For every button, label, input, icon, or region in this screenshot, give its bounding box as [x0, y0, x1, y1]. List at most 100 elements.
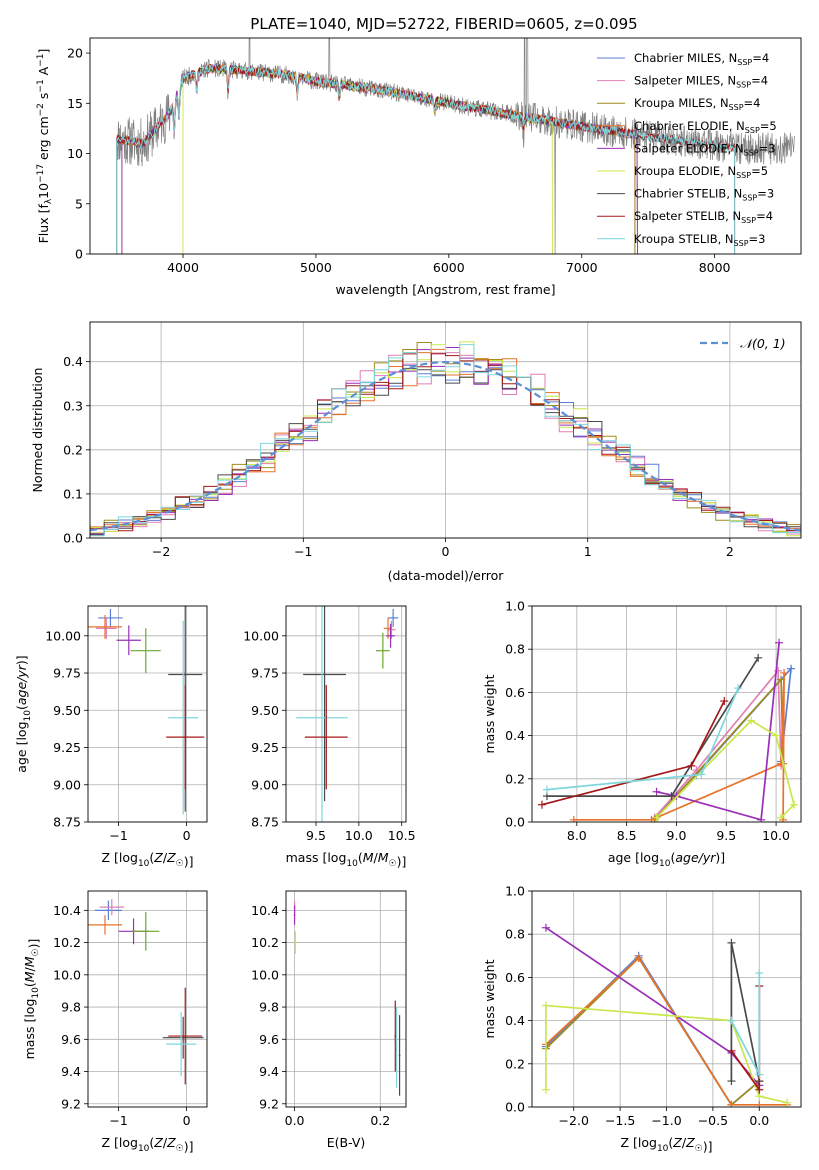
weight_vs_Z-ytick-label-0: 0.0: [505, 1100, 525, 1115]
age_vs_mass-frame: [285, 605, 407, 823]
weight_vs_Z-ytick-label-3: 0.6: [505, 970, 525, 985]
mass_vs_Z-ytick-label-2: 9.6: [61, 1032, 81, 1047]
weight_vs_Z-marker-4-4: [783, 1098, 792, 1107]
weight_vs_age-xtick-label-3: 9.5: [716, 828, 736, 843]
mass_vs_EBV-ytick-label-6: 10.4: [251, 903, 279, 918]
age_vs_Z-point-6: [168, 620, 199, 815]
weight_vs_age-marker-6-1: [667, 792, 676, 801]
weight_vs_age-marker-5-3: [790, 800, 799, 809]
weight_vs_Z-marker-7-0: [727, 1016, 736, 1025]
legend-entry-8: Kroupa STELIB, NSSP=3: [634, 232, 765, 248]
legend-entry-5: Kroupa ELODIE, NSSP=5: [634, 164, 768, 180]
residual-histogram-salpeter-stelib: [90, 352, 801, 532]
age_vs_mass-point-6: [296, 606, 348, 822]
spectrum-xtick-label-2: 6000: [433, 260, 465, 275]
age_vs_mass-point-7: [304, 684, 348, 790]
weight_vs_Z-ytick-label-1: 0.2: [505, 1056, 525, 1071]
weight_vs_age-marker-4-0: [652, 787, 661, 796]
age_vs_Z-xtick-label-0: −1: [109, 828, 127, 843]
age_vs_mass-ytick-label-5: 10.00: [243, 628, 279, 643]
weight_vs_age-marker-5-0: [652, 813, 661, 822]
weight_vs_age-plot-area: [537, 638, 799, 822]
residuals-ytick-label-3: 0.3: [63, 398, 83, 413]
weight_vs_age-ytick-label-4: 0.8: [505, 642, 525, 657]
residual-legend: 𝒩(0, 1): [700, 336, 786, 351]
weight_vs_Z-marker-6-0: [727, 1046, 736, 1055]
weight_vs_age-xlabel: age [log10(age/yr)]: [608, 850, 725, 869]
mass_vs_Z-xtick-label-1: 0: [183, 1113, 191, 1128]
spectrum-frame: [89, 37, 802, 255]
mass_vs_EBV-ytick-label-5: 10.2: [251, 935, 279, 950]
mass_vs_Z-point-7: [166, 1011, 197, 1077]
mass_vs_Z-point-0: [94, 900, 122, 921]
mass_vs_Z-frame: [87, 890, 208, 1108]
weight_vs_age-frame: [531, 605, 802, 823]
spectrum-model-kroupa-stelib: [116, 63, 736, 254]
spectrum-plot-area: [116, 38, 795, 254]
age_vs_mass-point-4: [376, 632, 390, 669]
age_vs_Z-point-2: [88, 614, 122, 639]
mass_vs_Z-point-5: [162, 1016, 204, 1059]
weight_vs_Z-ytick-label-5: 1.0: [505, 884, 525, 899]
residuals-frame: [89, 321, 802, 539]
weight_vs_age-marker-5-4: [777, 813, 786, 822]
weight_vs_age-xtick-label-1: 8.5: [617, 828, 637, 843]
age_vs_mass-plot-area: [296, 606, 399, 822]
mass_vs_Z-plot-area: [88, 899, 204, 1085]
mass_vs_EBV-point-3: [394, 1000, 397, 1072]
gaussian-curve: [90, 360, 801, 532]
weight_vs_Z-marker-7-2: [755, 969, 764, 978]
mass_vs_Z-ylabel: mass [log10(M/M☉)]: [22, 939, 41, 1060]
weight_vs_Z-xtick-label-4: 0.0: [749, 1113, 769, 1128]
residuals-xtick-label-4: 2: [726, 544, 734, 559]
weight_vs_Z-xtick-label-0: −2.0: [559, 1113, 589, 1128]
weight_vs_age-marker-3-3: [780, 668, 789, 677]
age_vs_mass-ytick-label-1: 9.00: [251, 777, 279, 792]
mass_vs_Z-point-1: [99, 899, 125, 916]
mass_vs_Z-point-6: [168, 987, 203, 1085]
age_vs_Z-ytick-label-5: 10.00: [45, 628, 81, 643]
spectrum-ytick-label-2: 10: [67, 146, 83, 161]
spectrum-ytick-label-0: 0: [75, 247, 83, 262]
age_vs_Z-ytick-label-4: 9.75: [53, 666, 81, 681]
mass_vs_Z-panel: −1 0 9.2 9.4 9.6 9.8 10.0 10.2 10.4 Z [log10(Z/Z☉…: [22, 890, 208, 1154]
age_vs_Z-panel: −1 0 8.75 9.00 9.25 9.50 9.75 10.00 Z [log10(Z/Z…: [14, 605, 208, 869]
legend-entry-1: Salpeter MILES, NSSP=4: [634, 74, 768, 90]
residuals-ytick-label-0: 0.0: [63, 531, 83, 546]
weight_vs_age-marker-5-1: [747, 716, 756, 725]
age_vs_mass-xlabel: mass [log10(M/M☉)]: [286, 850, 407, 869]
mass_vs_EBV-xlabel: E(B-V): [327, 1135, 366, 1150]
mass_vs_EBV-point-4: [398, 1015, 401, 1096]
weight_vs_age-marker-4-2: [757, 815, 766, 822]
weight_vs_Z-marker-4-0: [541, 1085, 550, 1094]
weight_vs_age-marker-7-0: [537, 800, 546, 809]
weight_vs_age-marker-4-3: [775, 638, 784, 647]
age_vs_Z-point-4: [130, 628, 161, 674]
weight_vs_Z-panel: −2.0 −1.5 −1.0 −0.5 0.0 0.0 0.2 0.4 0.6 0.8 1.0 Z […: [482, 884, 802, 1154]
weight_vs_age-marker-5-2: [772, 731, 781, 740]
weight_vs_Z-xlabel: Z [log10(Z/Z☉)]: [620, 1135, 712, 1154]
residuals-xtick-label-0: −2: [152, 544, 170, 559]
mass_vs_EBV-plot-area: [293, 900, 401, 1096]
legend-gaussian-label: 𝒩(0, 1): [740, 336, 786, 351]
weight_vs_age-ytick-label-1: 0.2: [505, 771, 525, 786]
age_vs_Z-ylabel: age [log10(age/yr)]: [14, 655, 33, 772]
weight_vs_Z-xtick-label-3: −0.5: [698, 1113, 728, 1128]
mass_vs_Z-point-4: [132, 911, 160, 951]
spectrum-xlabel: wavelength [Angstrom, rest frame]: [335, 282, 555, 297]
weight_vs_age-ytick-label-5: 1.0: [505, 599, 525, 614]
weight_vs_Z-frame: [531, 890, 802, 1108]
legend-entry-7: Salpeter STELIB, NSSP=4: [634, 209, 773, 225]
weight_vs_age-series-1: [653, 668, 782, 819]
weight_vs_Z-marker-2-1: [634, 953, 643, 962]
weight_vs_age-marker-6-2: [754, 653, 763, 662]
weight_vs_Z-ytick-label-2: 0.4: [505, 1013, 525, 1028]
weight_vs_age-xtick-label-4: 10.0: [762, 828, 790, 843]
weight_vs_Z-marker-2-2: [727, 1100, 736, 1107]
legend-entry-3: Chabrier ELODIE, NSSP=5: [634, 119, 777, 135]
age_vs_mass-xtick-label-1: 10.0: [345, 828, 373, 843]
weight_vs_age-ytick-label-3: 0.6: [505, 685, 525, 700]
weight_vs_age-xtick-label-2: 9.0: [667, 828, 687, 843]
